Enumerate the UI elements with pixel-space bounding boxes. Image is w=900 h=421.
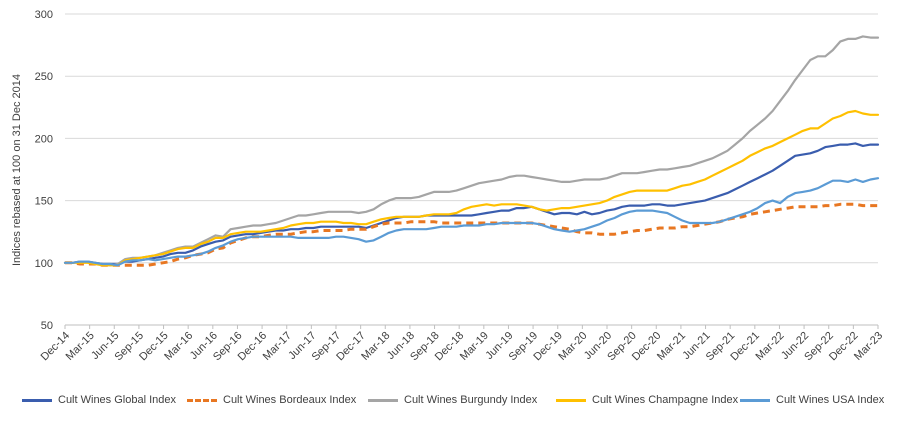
series-line-cult-wines-burgundy-index bbox=[63, 35, 880, 267]
series-line-cult-wines-global-index bbox=[63, 142, 880, 266]
y-tick-label: 300 bbox=[35, 9, 53, 21]
series-lines bbox=[63, 35, 880, 267]
line-chart: 50 100 150 200 250 300 Dec-14Mar-15Jun-15Sep-… bbox=[11, 9, 885, 363]
y-tick-label: 150 bbox=[35, 196, 53, 208]
legend-label-champagne: Cult Wines Champagne Index bbox=[592, 394, 739, 406]
legend-label-global: Cult Wines Global Index bbox=[58, 394, 176, 406]
y-axis: 50 100 150 200 250 300 bbox=[35, 9, 53, 332]
legend-swatch-burgundy bbox=[368, 398, 398, 402]
legend: Cult Wines Global Index Cult Wines Borde… bbox=[0, 390, 900, 410]
legend-item-burgundy: Cult Wines Burgundy Index bbox=[368, 390, 537, 410]
legend-item-champagne: Cult Wines Champagne Index bbox=[556, 390, 738, 410]
legend-swatch-global bbox=[22, 398, 52, 402]
legend-label-bordeaux: Cult Wines Bordeaux Index bbox=[223, 394, 357, 406]
y-tick-label: 100 bbox=[35, 258, 53, 270]
legend-swatch-champagne bbox=[556, 398, 586, 402]
y-tick-label: 200 bbox=[35, 133, 53, 145]
series-line-cult-wines-usa-index bbox=[63, 177, 880, 267]
legend-label-burgundy: Cult Wines Burgundy Index bbox=[404, 394, 538, 406]
y-tick-label: 250 bbox=[35, 71, 53, 83]
y-tick-label: 50 bbox=[41, 320, 53, 332]
legend-swatch-bordeaux bbox=[187, 398, 217, 402]
legend-swatch-usa bbox=[740, 398, 770, 402]
legend-item-bordeaux: Cult Wines Bordeaux Index bbox=[187, 390, 356, 410]
y-axis-title: Indices rebased at 100 on 31 Dec 2014 bbox=[11, 74, 23, 266]
legend-item-usa: Cult Wines USA Index bbox=[740, 390, 884, 410]
x-axis: Dec-14Mar-15Jun-15Sep-15Dec-15Mar-16Jun-… bbox=[39, 324, 885, 363]
series-line-cult-wines-champagne-index bbox=[63, 109, 880, 267]
gridlines bbox=[65, 13, 878, 326]
legend-item-global: Cult Wines Global Index bbox=[22, 390, 176, 410]
legend-label-usa: Cult Wines USA Index bbox=[776, 394, 885, 406]
